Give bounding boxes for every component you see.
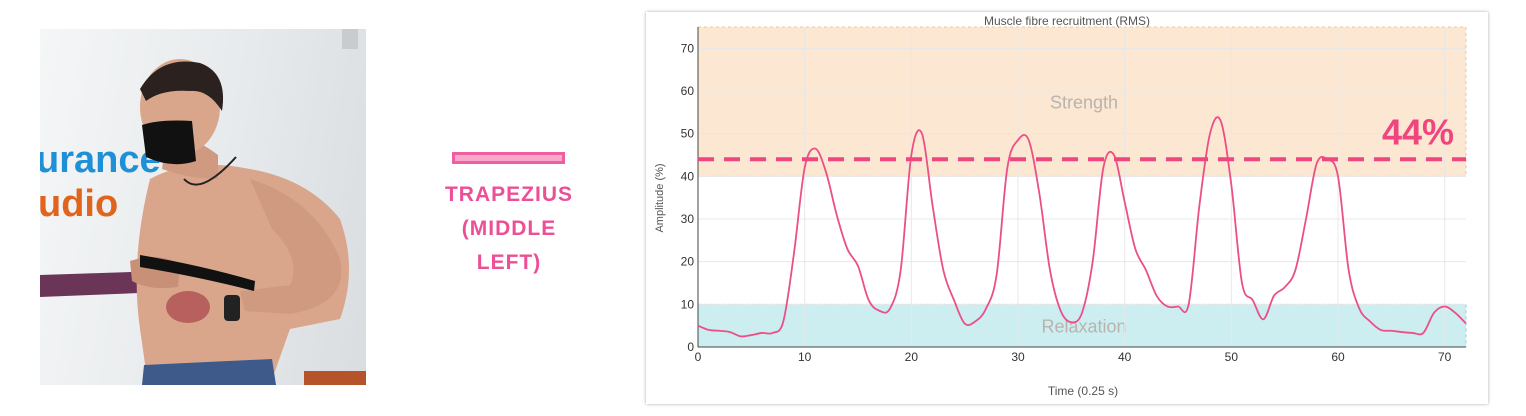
person-illustration — [40, 59, 349, 385]
strength-band-label: Strength — [1050, 93, 1118, 113]
y-tick-label: 30 — [681, 212, 695, 226]
x-tick-label: 60 — [1331, 350, 1345, 364]
x-tick-label: 30 — [1011, 350, 1025, 364]
x-axis-label: Time (0.25 s) — [1048, 384, 1118, 398]
x-tick-label: 0 — [695, 350, 702, 364]
hair — [140, 61, 224, 111]
y-tick-label: 40 — [681, 169, 695, 183]
necklace — [183, 156, 237, 186]
muscle-label: TRAPEZIUS (MIDDLE LEFT) — [440, 178, 578, 280]
face-mask — [142, 120, 196, 165]
x-tick-label: 50 — [1225, 350, 1239, 364]
y-tick-label: 60 — [681, 84, 695, 98]
exercise-photo: urance udio — [40, 29, 366, 385]
emg-chart: Strength Relaxation 0 10 20 30 40 50 60 70 0 10 20 3… — [654, 14, 1467, 398]
wooden-shelf — [304, 371, 366, 385]
hand-gripping-band — [166, 291, 210, 323]
wall-logo-line1: urance — [40, 139, 161, 181]
y-tick-label: 70 — [681, 41, 695, 55]
threshold-label: 44% — [1382, 111, 1454, 152]
wristwatch — [224, 295, 240, 321]
photo-window — [342, 29, 358, 49]
y-tick-label: 50 — [681, 127, 695, 141]
muscle-label-line1: TRAPEZIUS — [444, 183, 573, 206]
y-tick-label: 20 — [681, 255, 695, 269]
muscle-color-bar — [452, 152, 565, 164]
x-tick-label: 20 — [905, 350, 919, 364]
y-tick-label: 0 — [687, 340, 694, 354]
y-axis-label: Amplitude (%) — [654, 163, 666, 232]
muscle-label-line3: LEFT) — [476, 251, 542, 274]
emg-chart-card: Strength Relaxation 0 10 20 30 40 50 60 70 0 10 20 3… — [646, 12, 1488, 404]
muscle-label-line2: (MIDDLE — [461, 217, 557, 240]
jeans — [142, 359, 276, 385]
x-tick-label: 70 — [1438, 350, 1452, 364]
y-tick-label: 10 — [681, 297, 695, 311]
right-arm — [240, 179, 342, 314]
chart-title: Muscle fibre recruitment (RMS) — [984, 14, 1150, 28]
x-tick-label: 40 — [1118, 350, 1132, 364]
chest-strap — [140, 255, 255, 291]
wall-logo-line2: udio — [40, 183, 119, 225]
relaxation-band-label: Relaxation — [1041, 317, 1126, 337]
emg-series-line — [697, 116, 1467, 338]
x-tick-label: 10 — [798, 350, 812, 364]
